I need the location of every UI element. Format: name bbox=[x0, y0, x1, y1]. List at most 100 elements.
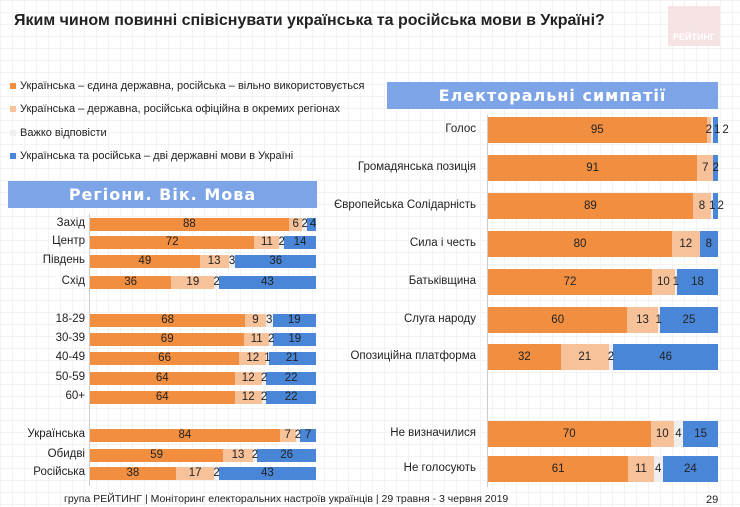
bar-segment bbox=[199, 254, 229, 268]
value-label: 9 bbox=[252, 314, 259, 326]
category-label: 40-49 bbox=[55, 351, 85, 363]
bar-segment bbox=[488, 344, 561, 370]
value-label: 36 bbox=[269, 255, 283, 267]
value-label: 66 bbox=[158, 352, 171, 364]
bar-segment bbox=[713, 193, 718, 219]
value-label: 60 bbox=[551, 314, 565, 326]
page-number: 29 bbox=[706, 494, 719, 506]
value-label: 2 bbox=[294, 429, 302, 441]
rating-logo: РЕЙТИНГ bbox=[668, 6, 720, 46]
bar-segment bbox=[269, 332, 274, 346]
value-label: 12 bbox=[246, 352, 260, 364]
bar-segment bbox=[683, 421, 718, 447]
bar-segment bbox=[295, 428, 301, 442]
value-label: 91 bbox=[586, 162, 600, 174]
value-label: 8 bbox=[698, 200, 706, 212]
value-label: 11 bbox=[250, 333, 263, 345]
value-label: 64 bbox=[155, 391, 169, 403]
value-label: 2 bbox=[712, 162, 719, 174]
bar-segment bbox=[90, 254, 200, 268]
bar-segment bbox=[488, 421, 651, 447]
bar-segment bbox=[488, 231, 672, 257]
value-label: 69 bbox=[160, 333, 174, 345]
bar-segment bbox=[560, 344, 609, 370]
category-label: Не голосують bbox=[403, 462, 476, 474]
category-label: Громадянська позиція bbox=[357, 161, 476, 173]
value-label: 3 bbox=[265, 314, 273, 326]
bar-segment bbox=[711, 193, 714, 219]
bar-segment bbox=[239, 351, 267, 365]
value-label: 64 bbox=[155, 372, 169, 384]
bar-segment bbox=[488, 307, 628, 333]
value-label: 11 bbox=[634, 463, 647, 475]
stacked-bar bbox=[90, 313, 316, 327]
value-label: 15 bbox=[694, 428, 707, 440]
value-label: 7 bbox=[284, 429, 291, 441]
left-axis bbox=[89, 214, 90, 486]
bar-segment bbox=[488, 117, 707, 143]
value-label: 19 bbox=[186, 276, 200, 288]
category-label: Центр bbox=[52, 235, 85, 247]
regions-banner: Регіони. Вік. Мова bbox=[8, 181, 317, 208]
value-label: 72 bbox=[165, 236, 179, 248]
value-label: 2 bbox=[268, 333, 275, 345]
bar-segment bbox=[90, 275, 172, 289]
value-label: 2 bbox=[251, 449, 259, 461]
footer: група РЕЙТИНГ | Моніторинг електоральних… bbox=[64, 493, 509, 505]
value-label: 2 bbox=[260, 391, 268, 403]
value-label: 49 bbox=[138, 255, 152, 267]
value-label: 36 bbox=[124, 276, 138, 288]
stacked-bar bbox=[488, 421, 718, 447]
bar-segment bbox=[692, 193, 712, 219]
category-label: Батьківщина bbox=[408, 275, 476, 287]
value-label: 59 bbox=[150, 449, 164, 461]
bar-segment bbox=[244, 332, 269, 346]
legend-item: Українська – єдина державна, російська –… bbox=[10, 74, 364, 98]
bar-segment bbox=[488, 456, 629, 482]
bar-segment bbox=[266, 351, 269, 365]
value-label: 1 bbox=[264, 352, 271, 364]
bar-segment bbox=[171, 275, 215, 289]
bar-segment bbox=[651, 269, 675, 295]
legend-swatch bbox=[10, 129, 16, 136]
bar-segment bbox=[235, 254, 316, 268]
value-label: 12 bbox=[241, 372, 255, 384]
value-label: 1 bbox=[672, 276, 680, 288]
value-label: 68 bbox=[161, 314, 174, 326]
legend-label: Українська та російська – дві державні м… bbox=[20, 150, 294, 163]
stacked-bar bbox=[90, 448, 316, 462]
bar-segment bbox=[90, 313, 246, 327]
value-label: 2 bbox=[278, 236, 285, 248]
legend-swatch bbox=[10, 106, 16, 113]
bar-segment bbox=[265, 313, 273, 327]
bar-segment bbox=[627, 307, 658, 333]
bar-segment bbox=[218, 275, 316, 289]
electoral-banner: Електоральні симпатії bbox=[387, 82, 718, 109]
category-label: Слуга народу bbox=[403, 313, 476, 325]
stacked-bar bbox=[90, 351, 316, 365]
value-label: 2 bbox=[607, 351, 615, 363]
bar-segment bbox=[713, 155, 718, 181]
category-label: Не визначилися bbox=[390, 427, 476, 439]
legend-swatch bbox=[10, 153, 16, 160]
bar-segment bbox=[711, 117, 714, 143]
bar-segment bbox=[254, 235, 280, 249]
bar-segment bbox=[488, 193, 693, 219]
legend-item: Українська та російська – дві державні м… bbox=[10, 145, 364, 169]
value-label: 12 bbox=[679, 238, 693, 250]
value-label: 2 bbox=[301, 218, 308, 230]
bar-segment bbox=[676, 269, 718, 295]
legend-label: Українська – державна, російська офіційн… bbox=[20, 103, 340, 116]
value-label: 88 bbox=[183, 218, 196, 230]
value-label: 21 bbox=[285, 352, 299, 364]
legend: Українська – єдина державна, російська –… bbox=[10, 74, 364, 168]
value-label: 26 bbox=[280, 449, 294, 461]
category-label: Захід bbox=[56, 217, 85, 229]
category-label: 18-29 bbox=[55, 313, 85, 325]
value-label: 2 bbox=[213, 467, 220, 479]
bar-segment bbox=[699, 231, 718, 257]
value-label: 1 bbox=[714, 124, 721, 136]
value-label: 13 bbox=[636, 314, 649, 326]
value-label: 61 bbox=[551, 463, 565, 475]
